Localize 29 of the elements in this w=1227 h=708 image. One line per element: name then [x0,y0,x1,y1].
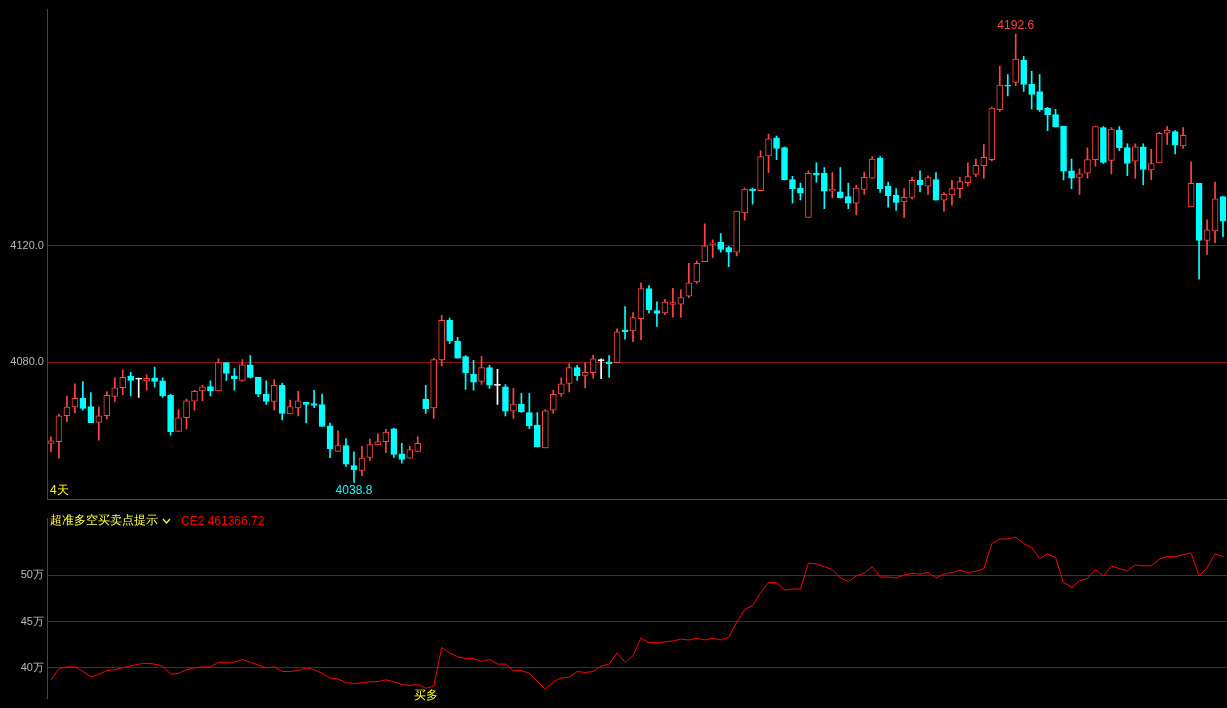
annotation: 4天 [50,482,69,497]
text: CE2 [181,513,205,528]
candlestick [1147,148,1155,180]
annotation: 买多 [413,687,438,702]
y-tick-label: 40万 [20,660,44,673]
chart-title: 超准多空买卖点提示 [50,512,158,529]
candlestick [1004,74,1012,97]
annotation: 4192.6 [997,18,1035,33]
annotation: 461366.72 [207,513,265,528]
candlestick [605,355,613,378]
y-tick-label: 4120.0 [10,238,44,251]
candlestick [621,306,629,340]
y-tick-label: 4080.0 [10,355,44,368]
candlestick [836,167,844,199]
candlestick [581,362,589,389]
candlestick [135,377,143,398]
candlestick [669,287,677,318]
y-tick-label: 45万 [20,614,44,627]
y-tick-label: 50万 [20,568,44,581]
candlestick [725,246,733,268]
annotation: 4038.8 [335,482,373,497]
candlestick [653,301,661,327]
candlestick [127,371,135,397]
candlestick [1163,126,1171,145]
candlestick [95,406,103,441]
candlestick [310,390,318,408]
candlestick [302,401,310,424]
candlestick [709,239,717,259]
candlestick [47,436,55,453]
